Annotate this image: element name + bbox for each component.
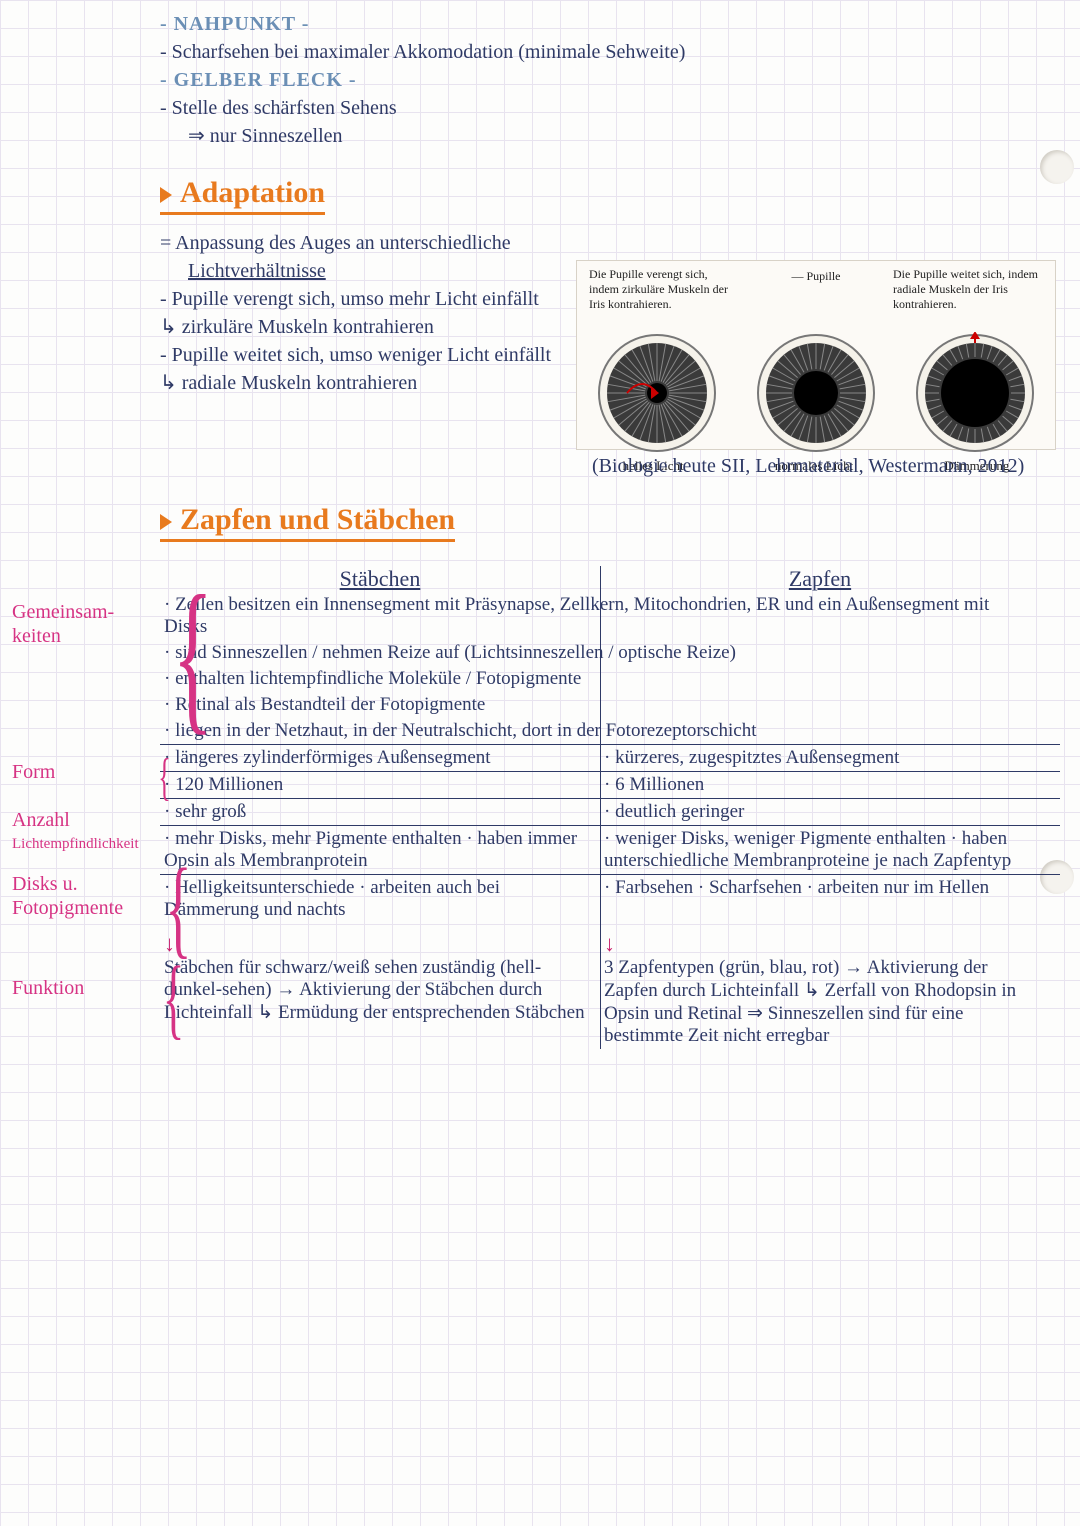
table-row: · Helligkeitsunterschiede · arbeiten auc… (160, 875, 1060, 923)
cat-anzahl: Anzahl (12, 808, 70, 832)
table-column-separator (600, 566, 601, 1049)
line-scharfsehen: - Scharfsehen bei maximaler Akkomodation… (160, 38, 1060, 66)
table-head-right: Zapfen (600, 566, 1040, 592)
anzahl-right: · 6 Millionen (600, 772, 1040, 798)
iris-icon (596, 332, 718, 454)
line-stelle: - Stelle des schärfsten Sehens (160, 94, 1060, 122)
pupil-diagram: Die Pupille verengt sich, indem zirkulär… (576, 260, 1056, 450)
anzahl-left: · 120 Millionen (160, 772, 600, 798)
brace-icon: { (158, 748, 170, 807)
triangle-icon (160, 514, 172, 530)
diagram-eyes-row (577, 332, 1055, 454)
licht-right: · deutlich geringer (600, 799, 1040, 825)
licht-left: · sehr groß (160, 799, 600, 825)
diagram-caption-mid: — Pupille (791, 269, 840, 284)
form-left: · längeres zylinderförmiges Außen­segmen… (160, 745, 600, 771)
disks-left: · mehr Disks, mehr Pigmente ent­halten ·… (160, 826, 600, 874)
triangle-icon (160, 187, 172, 203)
brace-icon: { (163, 954, 185, 1044)
down-arrow-icon: ↓ (604, 931, 615, 956)
line-sinneszellen: ⇒ nur Sinneszellen (188, 122, 1060, 150)
below-columns: ↓ Stäbchen für schwarz/weiß sehen zustän… (160, 929, 1060, 1049)
diagram-caption-right: Die Pupille weitet sich, indem radiale M… (893, 267, 1043, 312)
term-gelber-fleck: - GELBER FLECK - (160, 66, 1060, 94)
below-left-text: Stäbchen für schwarz/weiß sehen zuständi… (164, 957, 585, 1023)
diagram-caption-left: Die Pupille verengt sich, indem zirkulär… (589, 267, 739, 312)
funktion-left: · Helligkeitsunterschiede · arbeiten auc… (160, 875, 600, 923)
funktion-right: · Farbsehen · Scharfsehen · arbeiten nur… (600, 875, 1040, 923)
table-row: · sind Sinneszellen / nehmen Reize auf (… (160, 640, 1060, 666)
table-row: · sehr groß · deutlich geringer (160, 799, 1060, 826)
brace-icon: { (172, 570, 213, 740)
iris-icon (914, 332, 1036, 454)
below-left: ↓ Stäbchen für schwarz/weiß sehen zustän… (160, 929, 600, 1049)
cat-disks: Disks u. Fotopigmente (12, 872, 152, 920)
form-right: · kürzeres, zugespitztes Außensegment (600, 745, 1040, 771)
table-row: · Retinal als Bestandteil der Fotopigmen… (160, 692, 1060, 718)
table-row: · liegen in der Netzhaut, in der Neutral… (160, 718, 1060, 745)
cat-form: Form (12, 760, 55, 784)
table-head: Stäbchen Zapfen (160, 566, 1060, 592)
citation: (Biologie heute SII, Lehrmaterial, Weste… (592, 455, 1052, 478)
heading-adaptation: Adaptation (160, 176, 325, 215)
comparison-table: Stäbchen Zapfen · Zellen besitzen ein In… (160, 566, 1060, 1049)
table-row: · enthalten lichtempfindliche Moleküle /… (160, 666, 1060, 692)
iris-icon (755, 332, 877, 454)
table-row: · 120 Millionen · 6 Millionen (160, 772, 1060, 799)
table-row: · Zellen besitzen ein Innensegment mit P… (160, 592, 1060, 640)
adapt-line-1: = Anpassung des Auges an unterschiedlich… (160, 229, 1060, 257)
table-row: · längeres zylinderförmiges Außen­segmen… (160, 745, 1060, 772)
table-head-left: Stäbchen (160, 566, 600, 592)
heading-adaptation-text: Adaptation (180, 176, 325, 209)
cat-funktion: Funktion (12, 976, 84, 1000)
disks-right: · weniger Disks, weniger Pigmente enthal… (600, 826, 1040, 874)
cat-gemeinsamkeiten: Gemeinsam- keiten (12, 600, 152, 648)
heading-zapfen-staebchen: Zapfen und Stäbchen (160, 503, 455, 542)
diagram-mid-text: Pupille (806, 269, 840, 283)
notebook-page: - NAHPUNKT - - Scharfsehen bei maximaler… (0, 0, 1080, 1069)
heading-zapfen-text: Zapfen und Stäbchen (180, 503, 455, 536)
table-row: · mehr Disks, mehr Pigmente ent­halten ·… (160, 826, 1060, 875)
term-nahpunkt: - NAHPUNKT - (160, 10, 1060, 38)
cat-lichtempfindlichkeit: Lichtempfindlichkeit (12, 832, 139, 856)
brace-icon: { (165, 852, 191, 962)
below-right-text: 3 Zapfentypen (grün, blau, rot) → Aktivi… (604, 957, 1016, 1046)
below-right: ↓ 3 Zapfentypen (grün, blau, rot) → Akti… (600, 929, 1040, 1049)
